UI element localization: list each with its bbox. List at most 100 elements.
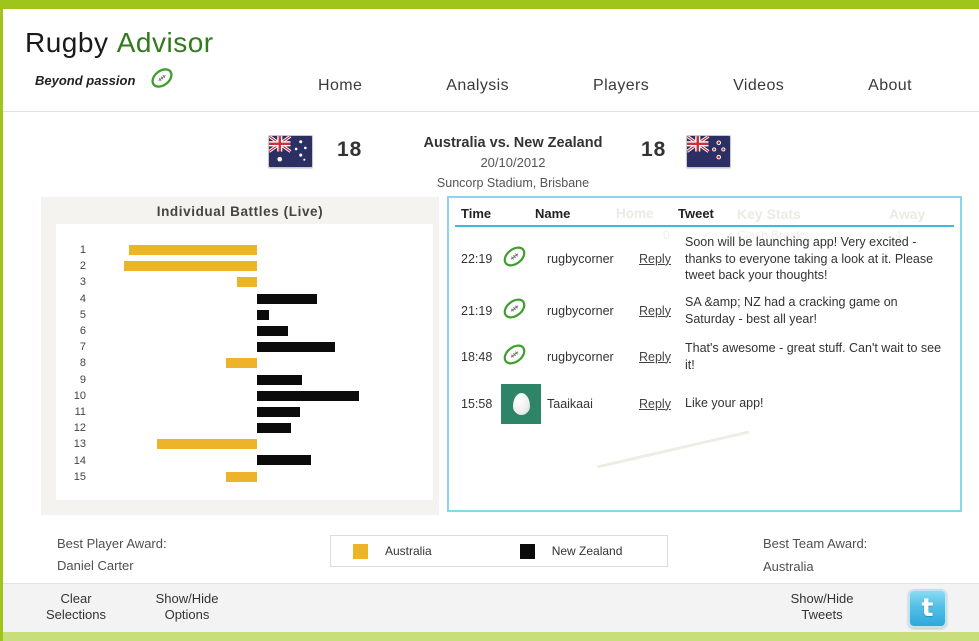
tweet-name[interactable]: rugbycorner [547, 251, 614, 266]
best-player-label: Best Player Award: [57, 536, 167, 551]
battle-row-label: 5 [79, 308, 86, 321]
brand-title-rugby: Rugby [25, 27, 109, 58]
battle-row-bar-area [100, 307, 433, 323]
battle-bar-australia[interactable] [124, 261, 257, 272]
battle-bar-new-zealand[interactable] [257, 342, 335, 353]
ghost-stat-label: Clash Breaks [737, 228, 809, 242]
show-hide-options-button[interactable]: Show/Hide Options [155, 591, 219, 623]
battle-row-bar-area [100, 323, 433, 339]
brand-logo[interactable]: Rugby Advisor Beyond passion [25, 27, 214, 96]
battle-row-bar-area [100, 372, 433, 388]
header-divider [0, 111, 979, 112]
battle-bar-new-zealand[interactable] [257, 390, 359, 401]
brand-title-advisor: Advisor [116, 27, 214, 58]
tweets-panel: Time Name Tweet Home Key Stats Away 0 Cl… [447, 196, 962, 512]
battle-bar-new-zealand[interactable] [257, 293, 317, 304]
brand-title: Rugby Advisor [25, 27, 214, 59]
tweet-time: 15:58 [461, 396, 493, 411]
battle-row: 6 [56, 323, 433, 339]
show-hide-tweets-button[interactable]: Show/Hide Tweets [790, 591, 854, 623]
best-team-value: Australia [763, 559, 814, 574]
battle-row-label: 11 [74, 405, 86, 418]
tweet-name[interactable]: rugbycorner [547, 349, 614, 364]
tweet-text: Soon will be launching app! Very excited… [685, 235, 934, 282]
battle-bar-australia[interactable] [226, 471, 257, 482]
battle-row-bar-area [100, 404, 433, 420]
nav-item-analysis[interactable]: Analysis [446, 77, 510, 94]
egg-avatar-icon [501, 383, 541, 424]
battle-row-bar-area [100, 436, 433, 452]
tweet-text: That's awesome - great stuff. Can't wait… [685, 341, 942, 372]
battle-bar-new-zealand[interactable] [257, 325, 288, 336]
battle-bar-australia[interactable] [226, 358, 257, 369]
tweet-avatar[interactable] [501, 295, 547, 327]
tweet-rows: 22:19 rugbycorner Reply Soon will be launch… [449, 230, 960, 428]
battles-title: Individual Battles (Live) [156, 204, 324, 219]
nav-item-home[interactable]: Home [318, 77, 363, 94]
clear-selections-button[interactable]: Clear Selections [46, 591, 106, 623]
tweet-text: SA &amp; NZ had a cracking game on Satur… [685, 295, 898, 326]
battle-row: 11 [56, 404, 433, 420]
nav-item-about[interactable]: About [868, 77, 912, 94]
tweet-name[interactable]: rugbycorner [547, 303, 614, 318]
battle-row: 2 [56, 258, 433, 274]
legend-item[interactable]: Australia [353, 543, 432, 559]
tweet-reply-link[interactable]: Reply [639, 396, 671, 411]
tweets-header-name: Name [535, 206, 571, 221]
ghost-header-home: Home [616, 206, 654, 221]
battles-chart: 1 2 3 4 5 6 7 8 9 10 11 12 13 14 15 [56, 224, 433, 500]
battle-row: 10 [56, 388, 433, 404]
rugby-ball-icon [149, 65, 175, 96]
battle-row-bar-area [100, 339, 433, 355]
nav-item-videos[interactable]: Videos [733, 77, 785, 94]
header: Rugby Advisor Beyond passion Home Analysi… [0, 9, 979, 111]
chart-legend: Australia New Zealand [330, 535, 668, 567]
battle-bar-australia[interactable] [129, 245, 257, 255]
battle-bar-new-zealand[interactable] [257, 309, 269, 320]
tweet-reply-link[interactable]: Reply [639, 303, 671, 318]
tweet-avatar[interactable] [501, 243, 547, 275]
legend-item[interactable]: New Zealand [519, 543, 622, 559]
rugby-ball-avatar-icon [501, 295, 528, 327]
tweet-row: 21:19 rugbycorner Reply SA &amp; NZ had a c… [449, 288, 960, 334]
battle-row-bar-area [100, 291, 433, 307]
battle-row-label: 15 [73, 470, 86, 483]
tweet-row: 22:19 rugbycorner Reply Soon will be launch… [449, 230, 960, 288]
battle-row-bar-area [100, 452, 433, 468]
battles-panel: Individual Battles (Live) 1 2 3 4 5 6 7 8 9 10 11 1… [41, 197, 439, 515]
nav-item-players[interactable]: Players [593, 77, 650, 94]
battle-row: 14 [56, 452, 433, 468]
tweets-header-time: Time [461, 206, 492, 221]
rugby-ball-avatar-icon [501, 243, 528, 275]
battle-row-label: 6 [79, 325, 86, 338]
ghost-stat-away-value: 4 [895, 228, 902, 242]
ghost-chart-streak [596, 430, 750, 469]
tweet-row: 18:48 rugbycorner Reply That's awesome - gr… [449, 334, 960, 380]
battle-row-label: 14 [73, 454, 86, 467]
battle-bar-new-zealand[interactable] [257, 374, 302, 385]
ghost-header-key-stats: Key Stats [737, 206, 801, 222]
battle-row: 9 [56, 372, 433, 388]
best-team-label: Best Team Award: [763, 536, 868, 551]
battle-row-bar-area [100, 274, 433, 290]
tweet-avatar[interactable] [501, 341, 547, 373]
tweet-reply-link[interactable]: Reply [639, 251, 671, 266]
twitter-icon: t [921, 592, 934, 622]
tweet-reply-link[interactable]: Reply [639, 349, 671, 364]
battle-row: 8 [56, 355, 433, 371]
footer: Clear Selections Show/Hide Options Show/… [0, 583, 979, 633]
tweet-avatar[interactable] [501, 383, 547, 424]
battle-row-label: 10 [73, 389, 86, 402]
battle-bar-australia[interactable] [157, 439, 257, 450]
battle-row: 13 [56, 436, 433, 452]
australia-flag-icon [268, 135, 313, 168]
battle-bar-new-zealand[interactable] [257, 455, 311, 466]
tweets-header-row: Time Name Tweet Home Key Stats Away 0 Cl… [449, 198, 960, 242]
battle-row-bar-area [100, 420, 433, 436]
tweet-name[interactable]: Taaikaai [547, 396, 593, 411]
twitter-button[interactable]: t [908, 589, 947, 628]
bottom-accent-bar [0, 632, 979, 641]
battle-bar-australia[interactable] [237, 277, 257, 288]
battle-bar-new-zealand[interactable] [257, 406, 300, 417]
battle-bar-new-zealand[interactable] [257, 423, 291, 434]
